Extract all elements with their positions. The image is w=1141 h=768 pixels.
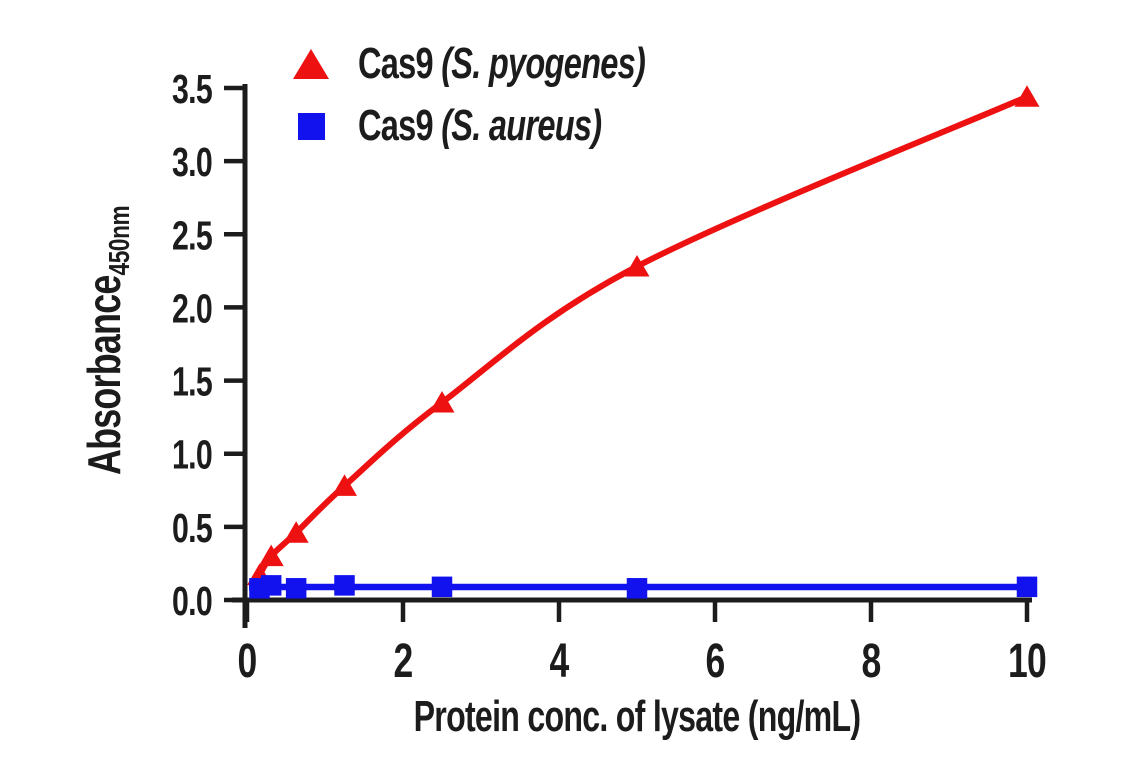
legend-marker-box [292, 49, 330, 79]
y-axis-title-wrap: Absorbance450nm [72, 80, 136, 600]
data-point-square [260, 575, 282, 596]
data-point-triangle [258, 544, 284, 567]
data-point-triangle [283, 521, 309, 543]
data-point-square [431, 576, 453, 598]
legend-item-pyogenes: Cas9 (S. pyogenes) [292, 33, 746, 95]
y-tick-label: 3.5 [172, 65, 213, 112]
data-point-square [285, 578, 307, 599]
series-curve-pyogenes [256, 93, 1030, 579]
legend-label-main: Cas9 [358, 101, 442, 150]
data-point-triangle [429, 391, 455, 413]
legend-item-aureus: Cas9 (S. aureus) [292, 95, 746, 157]
x-tick-label: 8 [861, 634, 880, 687]
y-tick-label: 2.0 [172, 285, 212, 332]
x-axis-title-wrap: Protein conc. of lysate (ng/mL) [247, 692, 1027, 742]
y-tick-label: 3.0 [172, 139, 212, 186]
legend-label-aureus: Cas9 (S. aureus) [358, 101, 602, 151]
y-tick-label: 2.5 [172, 212, 213, 259]
legend-label-species: (S. aureus) [441, 101, 602, 150]
legend-label-pyogenes: Cas9 (S. pyogenes) [358, 39, 646, 89]
x-tick-label: 0 [237, 634, 256, 687]
x-tick-label: 10 [1008, 634, 1046, 687]
y-axis-title: Absorbance450nm [77, 205, 136, 475]
data-point-square [1016, 576, 1038, 598]
legend-label-main: Cas9 [358, 39, 442, 88]
legend-label-species: (S. pyogenes) [441, 39, 646, 88]
y-tick-label: 1.0 [172, 431, 212, 478]
data-point-triangle [1014, 85, 1040, 107]
x-axis-title: Protein conc. of lysate (ng/mL) [413, 692, 861, 741]
chart-legend: Cas9 (S. pyogenes) Cas9 (S. aureus) [292, 33, 746, 157]
legend-square-icon [297, 112, 325, 140]
x-tick-label: 6 [705, 634, 724, 687]
y-axis-title-subscript: 450nm [104, 205, 136, 276]
legend-triangle-icon [293, 49, 329, 79]
data-point-triangle [624, 254, 650, 277]
y-axis-title-text: Absorbance [78, 275, 130, 475]
y-tick-label: 1.5 [172, 358, 213, 405]
y-tick-label: 0.0 [172, 577, 212, 624]
legend-marker-box [292, 112, 330, 140]
x-tick-label: 2 [393, 634, 412, 687]
data-point-square [626, 578, 648, 599]
data-point-triangle [332, 474, 357, 496]
data-point-square [334, 575, 355, 596]
y-tick-label: 0.5 [172, 504, 213, 551]
x-tick-label: 4 [549, 634, 569, 687]
